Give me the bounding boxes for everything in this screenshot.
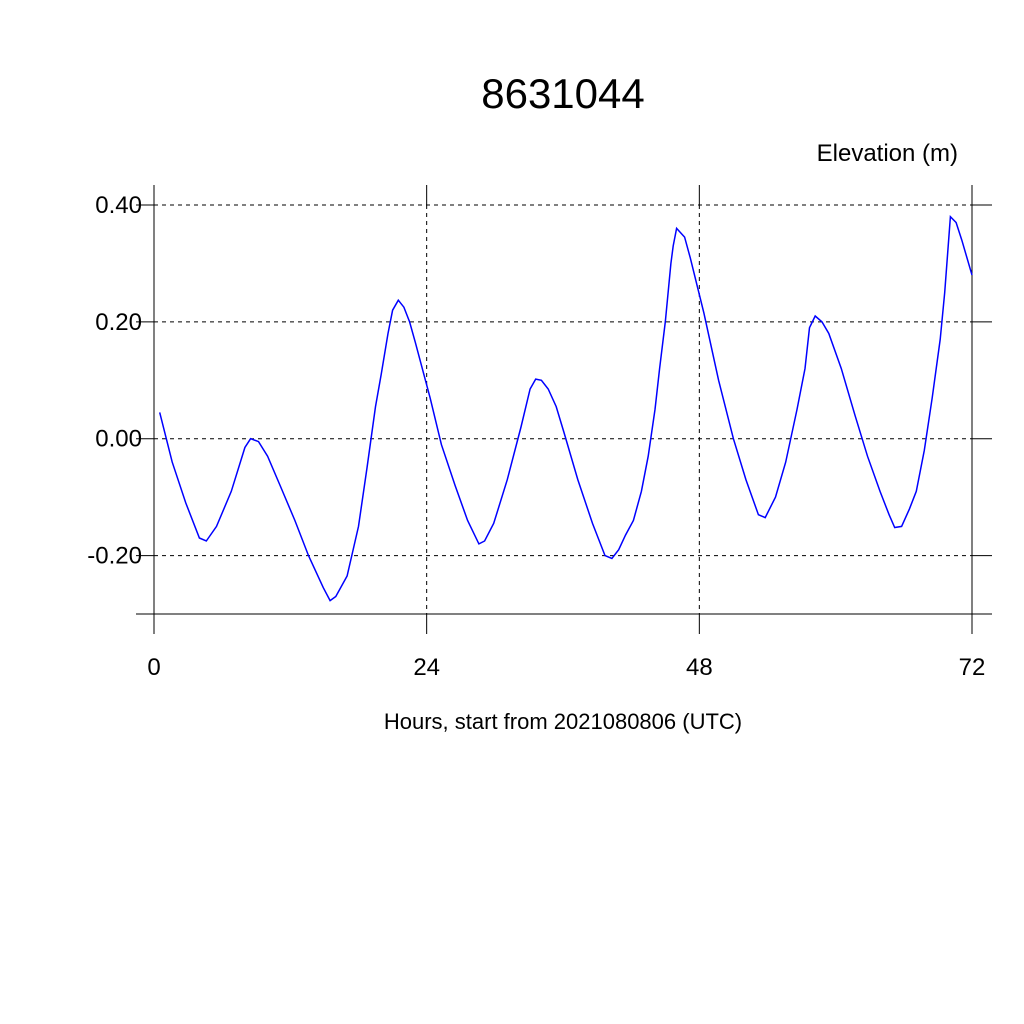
chart-title: 8631044 — [481, 70, 645, 117]
y-tick-label: 0.40 — [95, 192, 142, 219]
x-tick-label: 72 — [959, 654, 986, 681]
y-tick-label: 0.20 — [95, 309, 142, 336]
y-tick-label: -0.20 — [87, 543, 142, 570]
frame — [136, 185, 992, 632]
y-tick-label: 0.00 — [95, 426, 142, 453]
x-axis-label: Hours, start from 2021080806 (UTC) — [384, 709, 742, 734]
x-tick-label: 24 — [413, 654, 440, 681]
x-tick-label: 48 — [686, 654, 713, 681]
y-axis-label: Elevation (m) — [817, 140, 958, 167]
data-line — [158, 214, 973, 602]
x-tick-label: 0 — [147, 654, 160, 681]
